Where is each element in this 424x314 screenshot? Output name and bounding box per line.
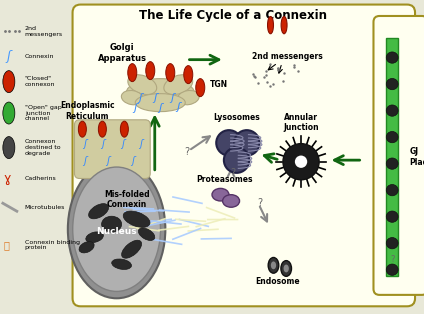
Ellipse shape bbox=[223, 195, 240, 207]
Ellipse shape bbox=[102, 216, 122, 232]
Ellipse shape bbox=[146, 62, 155, 80]
FancyBboxPatch shape bbox=[374, 16, 424, 295]
Text: ?: ? bbox=[390, 255, 394, 263]
Text: The Life Cycle of a Connexin: The Life Cycle of a Connexin bbox=[139, 9, 327, 22]
Ellipse shape bbox=[268, 257, 279, 273]
Ellipse shape bbox=[89, 204, 109, 219]
Ellipse shape bbox=[284, 264, 289, 273]
Ellipse shape bbox=[78, 121, 86, 137]
Text: ʃ: ʃ bbox=[153, 93, 157, 103]
Ellipse shape bbox=[86, 232, 103, 243]
Circle shape bbox=[224, 147, 249, 173]
Text: ʃ: ʃ bbox=[101, 139, 104, 149]
Ellipse shape bbox=[126, 78, 194, 107]
Ellipse shape bbox=[3, 71, 15, 93]
Text: ʃ: ʃ bbox=[176, 102, 180, 112]
Ellipse shape bbox=[79, 241, 94, 253]
Ellipse shape bbox=[184, 66, 193, 84]
Text: ɣ: ɣ bbox=[3, 172, 11, 186]
Circle shape bbox=[283, 143, 319, 180]
Text: Lysosomes: Lysosomes bbox=[213, 113, 260, 122]
Ellipse shape bbox=[386, 132, 398, 143]
Ellipse shape bbox=[386, 52, 398, 63]
Ellipse shape bbox=[386, 105, 398, 116]
Ellipse shape bbox=[68, 160, 165, 298]
Ellipse shape bbox=[112, 259, 131, 269]
Circle shape bbox=[234, 130, 259, 156]
Ellipse shape bbox=[271, 261, 276, 269]
Text: ?: ? bbox=[230, 168, 235, 178]
Text: ʃ: ʃ bbox=[7, 50, 11, 63]
Text: Proteasomes: Proteasomes bbox=[196, 175, 253, 184]
Text: 2nd
messengers: 2nd messengers bbox=[25, 26, 63, 37]
Ellipse shape bbox=[386, 158, 398, 169]
Ellipse shape bbox=[166, 64, 175, 82]
Text: Endoplasmic
Reticulum: Endoplasmic Reticulum bbox=[60, 101, 114, 121]
Ellipse shape bbox=[138, 228, 155, 241]
Ellipse shape bbox=[73, 167, 160, 291]
Text: 🤚: 🤚 bbox=[4, 240, 10, 250]
Ellipse shape bbox=[281, 261, 292, 276]
Ellipse shape bbox=[121, 90, 143, 105]
Text: Endosome: Endosome bbox=[255, 277, 300, 286]
Text: GJ
Plaque: GJ Plaque bbox=[409, 147, 424, 167]
Ellipse shape bbox=[98, 121, 106, 137]
Ellipse shape bbox=[128, 64, 137, 82]
Text: 2nd messengers: 2nd messengers bbox=[252, 52, 323, 61]
Text: ʃ: ʃ bbox=[159, 103, 162, 113]
Ellipse shape bbox=[128, 75, 157, 95]
Text: ʃ: ʃ bbox=[83, 139, 86, 149]
Text: ʃ: ʃ bbox=[106, 156, 109, 166]
Text: "Open" gap
junction
channel: "Open" gap junction channel bbox=[25, 105, 61, 121]
Ellipse shape bbox=[386, 237, 398, 249]
Text: ʃ: ʃ bbox=[83, 156, 86, 166]
FancyBboxPatch shape bbox=[75, 120, 150, 178]
Text: Nucleus: Nucleus bbox=[96, 227, 137, 236]
Ellipse shape bbox=[164, 75, 192, 95]
Ellipse shape bbox=[135, 94, 185, 112]
Ellipse shape bbox=[386, 78, 398, 90]
FancyBboxPatch shape bbox=[73, 5, 415, 306]
Ellipse shape bbox=[122, 240, 142, 258]
Ellipse shape bbox=[281, 16, 287, 34]
Ellipse shape bbox=[386, 211, 398, 222]
Text: ʃ: ʃ bbox=[170, 93, 174, 103]
Text: ?: ? bbox=[184, 147, 189, 157]
Text: "Closed"
connexon: "Closed" connexon bbox=[25, 76, 56, 87]
Text: Mis-folded
Connexin: Mis-folded Connexin bbox=[104, 190, 150, 209]
Text: ?: ? bbox=[257, 198, 262, 208]
Text: ʃ: ʃ bbox=[121, 139, 124, 149]
Ellipse shape bbox=[268, 16, 273, 34]
Text: Microtubules: Microtubules bbox=[25, 205, 65, 210]
Circle shape bbox=[295, 155, 307, 168]
Ellipse shape bbox=[177, 90, 199, 105]
Text: ʃ: ʃ bbox=[131, 156, 134, 166]
Ellipse shape bbox=[386, 185, 398, 196]
Ellipse shape bbox=[3, 137, 15, 159]
Ellipse shape bbox=[386, 264, 398, 275]
Circle shape bbox=[216, 130, 242, 156]
Ellipse shape bbox=[196, 78, 205, 97]
Text: Cadherins: Cadherins bbox=[25, 176, 56, 181]
Text: Connexon
destined to
degrade: Connexon destined to degrade bbox=[25, 139, 61, 156]
Text: Annular
Junction: Annular Junction bbox=[283, 112, 319, 132]
Text: TGN: TGN bbox=[210, 80, 229, 89]
Text: Connexin: Connexin bbox=[25, 54, 54, 59]
Ellipse shape bbox=[212, 188, 229, 201]
Bar bbox=[386, 38, 398, 276]
Ellipse shape bbox=[3, 102, 15, 124]
Text: ʃ: ʃ bbox=[138, 93, 142, 103]
Text: ʃ: ʃ bbox=[139, 139, 142, 149]
Text: ʃ: ʃ bbox=[134, 103, 137, 113]
Ellipse shape bbox=[123, 211, 150, 227]
Text: Golgi
Apparatus: Golgi Apparatus bbox=[98, 43, 147, 62]
Ellipse shape bbox=[120, 121, 128, 137]
Text: Connexin binding
protein: Connexin binding protein bbox=[25, 240, 80, 250]
